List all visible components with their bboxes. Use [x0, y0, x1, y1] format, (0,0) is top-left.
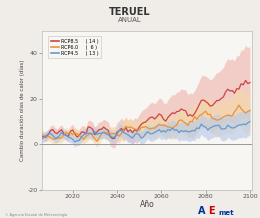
X-axis label: Año: Año [140, 200, 154, 209]
Y-axis label: Cambio duración olas de calor (días): Cambio duración olas de calor (días) [19, 59, 24, 161]
Text: ANUAL: ANUAL [118, 17, 142, 24]
Text: © Agencia Estatal de Meteorología: © Agencia Estatal de Meteorología [5, 213, 67, 217]
Text: TERUEL: TERUEL [109, 7, 151, 17]
Text: A: A [198, 206, 205, 216]
Legend: RCP8.5     ( 14 ), RCP6.0     (  6 ), RCP4.5     ( 13 ): RCP8.5 ( 14 ), RCP6.0 ( 6 ), RCP4.5 ( 13… [48, 36, 101, 58]
Text: met: met [218, 210, 234, 216]
Text: E: E [208, 206, 214, 216]
